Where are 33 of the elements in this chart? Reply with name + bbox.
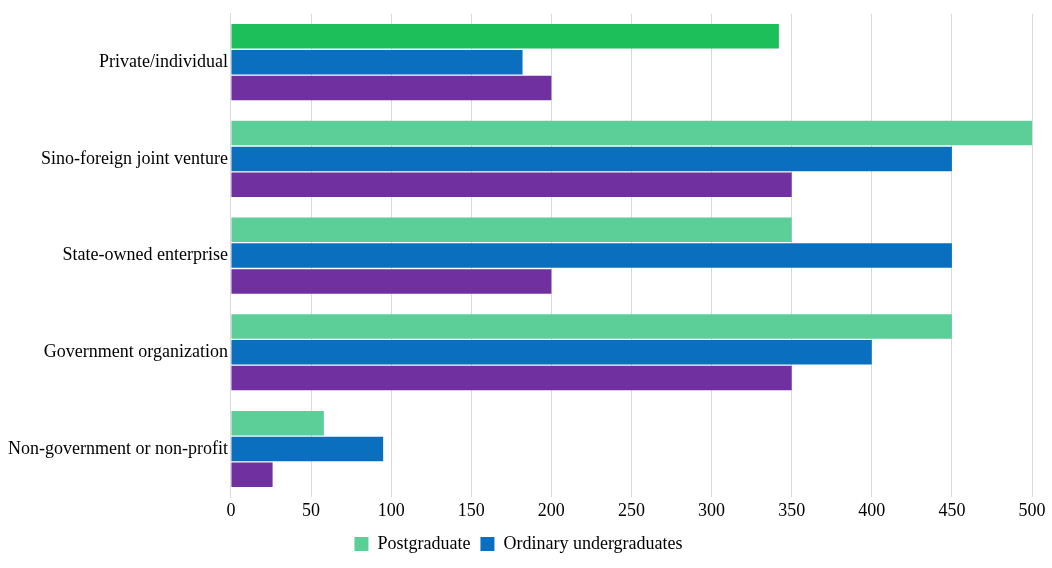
bar xyxy=(231,365,792,391)
x-tick-label: 500 xyxy=(1018,499,1046,520)
x-tick-label: 50 xyxy=(302,499,321,520)
y-tick-label: Government organization xyxy=(43,341,228,362)
bar xyxy=(231,75,552,101)
x-tick-label: 250 xyxy=(617,499,645,520)
y-tick-label: State-owned enterprise xyxy=(62,244,228,265)
bar xyxy=(231,146,952,172)
y-tick-label: Private/individual xyxy=(98,50,228,71)
y-tick-label: Sino-foreign joint venture xyxy=(40,147,228,168)
x-tick-label: 300 xyxy=(698,499,726,520)
bar xyxy=(231,462,273,488)
bar xyxy=(231,217,792,243)
bar xyxy=(231,243,952,268)
x-tick-label: 450 xyxy=(938,499,966,520)
bar xyxy=(231,340,872,365)
x-tick-label: 150 xyxy=(457,499,485,520)
x-tick-label: 100 xyxy=(377,499,405,520)
y-tick-label: Non-government or non-profit xyxy=(7,437,228,458)
bar xyxy=(231,269,552,294)
legend-label: Postgraduate xyxy=(377,532,471,553)
bar xyxy=(231,436,384,462)
x-tick-label: 350 xyxy=(778,499,806,520)
bar xyxy=(231,314,952,339)
bar xyxy=(231,49,523,75)
bar xyxy=(231,24,779,49)
legend-label: Ordinary undergraduates xyxy=(503,532,683,553)
x-tick-label: 400 xyxy=(858,499,886,520)
bar xyxy=(231,120,1032,146)
bar xyxy=(231,172,792,197)
x-tick-label: 0 xyxy=(226,499,236,520)
x-tick-label: 200 xyxy=(537,499,565,520)
bar xyxy=(231,411,324,436)
